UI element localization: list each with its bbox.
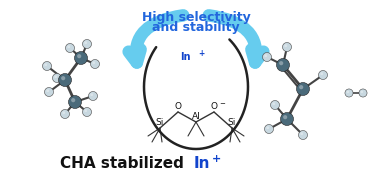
- Circle shape: [88, 92, 98, 100]
- Circle shape: [279, 61, 283, 65]
- Circle shape: [90, 93, 93, 96]
- Circle shape: [271, 100, 279, 110]
- Circle shape: [68, 96, 82, 108]
- Text: +: +: [198, 50, 204, 58]
- Text: −: −: [219, 101, 225, 107]
- Circle shape: [264, 54, 267, 57]
- Circle shape: [299, 131, 307, 139]
- Text: Si: Si: [156, 118, 164, 127]
- Circle shape: [299, 85, 303, 89]
- Circle shape: [44, 63, 47, 66]
- Text: High selectivity: High selectivity: [142, 10, 250, 23]
- Text: Al: Al: [192, 112, 200, 121]
- Circle shape: [282, 43, 291, 51]
- Circle shape: [92, 61, 95, 64]
- Circle shape: [300, 132, 303, 135]
- Circle shape: [266, 126, 269, 129]
- Text: +: +: [212, 154, 221, 164]
- Circle shape: [280, 113, 293, 125]
- Circle shape: [359, 89, 367, 97]
- Circle shape: [62, 111, 65, 114]
- Circle shape: [276, 58, 290, 72]
- Circle shape: [82, 107, 91, 117]
- Text: Si: Si: [228, 118, 236, 127]
- Circle shape: [284, 44, 287, 47]
- Circle shape: [42, 61, 51, 71]
- Circle shape: [60, 110, 70, 118]
- Circle shape: [53, 74, 62, 82]
- Circle shape: [265, 124, 274, 134]
- Circle shape: [296, 82, 310, 96]
- Circle shape: [54, 75, 57, 78]
- Circle shape: [345, 89, 353, 97]
- Circle shape: [71, 98, 75, 102]
- Circle shape: [320, 72, 323, 75]
- Circle shape: [61, 76, 65, 80]
- Circle shape: [347, 91, 349, 93]
- Circle shape: [67, 45, 70, 48]
- Circle shape: [272, 102, 275, 105]
- Circle shape: [77, 54, 81, 58]
- Circle shape: [82, 40, 91, 48]
- Text: CHA stabilized: CHA stabilized: [60, 156, 189, 170]
- Circle shape: [90, 60, 99, 68]
- Text: O: O: [211, 102, 217, 111]
- Circle shape: [74, 51, 87, 65]
- Circle shape: [84, 109, 87, 112]
- Circle shape: [46, 89, 49, 92]
- Text: and stability: and stability: [152, 22, 240, 34]
- Text: O: O: [175, 102, 181, 111]
- Circle shape: [283, 115, 287, 119]
- Circle shape: [59, 74, 71, 86]
- Circle shape: [45, 88, 54, 96]
- Circle shape: [84, 41, 87, 44]
- Circle shape: [65, 44, 74, 52]
- Circle shape: [319, 71, 327, 79]
- Text: In: In: [194, 156, 211, 170]
- Circle shape: [262, 52, 271, 61]
- Circle shape: [361, 91, 363, 93]
- Text: In: In: [181, 52, 191, 62]
